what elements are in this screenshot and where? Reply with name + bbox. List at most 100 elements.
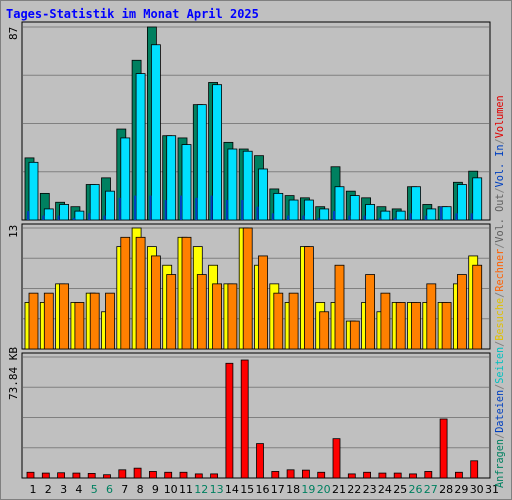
x-tick-label-26: 26	[409, 483, 423, 496]
bar-seiten-day-20	[317, 217, 320, 220]
bar-dateien-day-12	[196, 104, 207, 221]
x-tick-label-12: 12	[194, 483, 208, 496]
bar-seiten-day-30	[470, 213, 473, 220]
bar-volumen-day-20	[317, 471, 326, 479]
bar-volumen-day-14	[225, 362, 234, 479]
bar-dateien-day-16	[258, 168, 268, 221]
bar-rechner-day-7	[120, 236, 131, 350]
x-tick-label-14: 14	[225, 483, 239, 496]
panel-bot	[21, 352, 491, 479]
legend-item-6: Besuche	[495, 298, 506, 341]
bar-volumen-day-30	[470, 460, 479, 479]
x-tick-label-28: 28	[439, 483, 453, 496]
bar-volumen-day-11	[179, 471, 188, 479]
bar-rechner-day-9	[150, 255, 161, 350]
x-tick-label-23: 23	[363, 483, 377, 496]
bar-volumen-day-5	[87, 473, 96, 479]
x-tick-label-31: 31	[485, 483, 499, 496]
bar-volumen-day-26	[409, 473, 417, 479]
bar-seiten-day-16	[256, 206, 259, 220]
bar-volumen-day-1	[26, 471, 35, 479]
bar-rechner-day-30	[472, 264, 483, 350]
x-tick-label-2: 2	[45, 483, 52, 496]
x-tick-label-15: 15	[240, 483, 254, 496]
bar-rechner-day-5	[89, 292, 100, 350]
bar-seiten-day-7	[118, 197, 121, 220]
bar-rechner-day-18	[288, 292, 299, 350]
bar-volumen-day-24	[378, 472, 387, 479]
x-tick-label-11: 11	[179, 483, 193, 496]
bar-rechner-day-6	[105, 292, 115, 350]
legend-item-1: /	[495, 433, 506, 439]
bar-volumen-day-18	[286, 469, 295, 479]
bar-seiten-day-10	[164, 200, 167, 220]
bar-volumen-day-29	[454, 471, 463, 479]
bar-dateien-day-27	[426, 208, 437, 221]
bar-volumen-day-10	[164, 471, 173, 479]
legend-item-12: Vol. In	[495, 144, 506, 187]
bar-rechner-day-20	[319, 311, 330, 350]
legend-item-14: Volumen	[495, 95, 506, 138]
bar-seiten-day-1	[27, 211, 29, 220]
x-tick-label-8: 8	[137, 483, 144, 496]
x-tick-label-5: 5	[91, 483, 98, 496]
bar-dateien-day-4	[74, 210, 85, 221]
bar-seiten-day-15	[241, 200, 244, 220]
bar-rechner-day-10	[166, 274, 177, 350]
x-tick-label-30: 30	[470, 483, 484, 496]
x-tick-label-21: 21	[332, 483, 346, 496]
bar-rechner-day-19	[303, 246, 314, 350]
x-tick-label-7: 7	[121, 483, 128, 496]
bar-seiten-day-12	[195, 197, 198, 220]
bar-volumen-day-12	[194, 473, 203, 479]
bar-dateien-day-1	[28, 161, 39, 221]
bar-seiten-day-23	[363, 215, 366, 220]
bar-dateien-day-17	[273, 192, 284, 221]
bar-dateien-day-13	[212, 84, 223, 221]
bar-volumen-day-3	[57, 472, 65, 479]
bar-seiten-day-19	[302, 215, 305, 220]
bar-seiten-day-14	[225, 200, 228, 220]
bar-dateien-day-19	[303, 199, 314, 221]
bar-rechner-day-27	[426, 283, 437, 350]
x-tick-label-18: 18	[286, 483, 300, 496]
bar-dateien-day-26	[411, 186, 421, 221]
bar-dateien-day-18	[288, 199, 299, 221]
legend-item-4: Seiten	[495, 347, 506, 384]
bar-seiten-day-11	[180, 195, 182, 220]
bar-rechner-day-25	[395, 302, 406, 350]
x-tick-label-16: 16	[256, 483, 270, 496]
bar-seiten-day-25	[394, 217, 397, 220]
bar-volumen-day-21	[332, 438, 341, 479]
bar-volumen-day-16	[256, 443, 264, 479]
bar-volumen-day-17	[271, 471, 280, 479]
bar-volumen-day-13	[210, 473, 219, 479]
bar-dateien-day-7	[120, 137, 131, 221]
x-tick-label-25: 25	[393, 483, 407, 496]
bar-dateien-day-5	[89, 184, 100, 221]
bar-volumen-day-22	[347, 473, 356, 479]
bar-rechner-day-17	[273, 292, 284, 350]
x-tick-label-4: 4	[75, 483, 82, 496]
x-tick-label-29: 29	[454, 483, 468, 496]
legend-item-3: /	[495, 384, 506, 390]
legend-item-5: /	[495, 341, 506, 347]
bar-seiten-day-24	[378, 217, 381, 220]
y-max-label-mid: 13	[7, 225, 20, 238]
chart-title: Tages-Statistik im Monat April 2025	[6, 7, 259, 21]
x-tick-label-24: 24	[378, 483, 392, 496]
bar-dateien-day-9	[150, 44, 161, 221]
x-tick-label-19: 19	[301, 483, 315, 496]
bar-dateien-day-3	[59, 204, 69, 221]
bar-volumen-day-4	[72, 472, 81, 479]
bar-seiten-day-8	[134, 195, 137, 220]
bar-volumen-day-7	[118, 469, 127, 479]
legend: Anfragen/Dateien/Seiten/Besuche/Rechner/…	[495, 95, 506, 488]
bar-rechner-day-23	[365, 274, 376, 350]
bar-dateien-day-21	[334, 186, 345, 221]
legend-item-10: Vol. Out	[495, 194, 506, 243]
bar-seiten-day-9	[149, 195, 152, 220]
legend-item-9: /	[495, 243, 506, 249]
bar-volumen-day-8	[133, 467, 142, 479]
bar-rechner-day-11	[181, 236, 192, 350]
